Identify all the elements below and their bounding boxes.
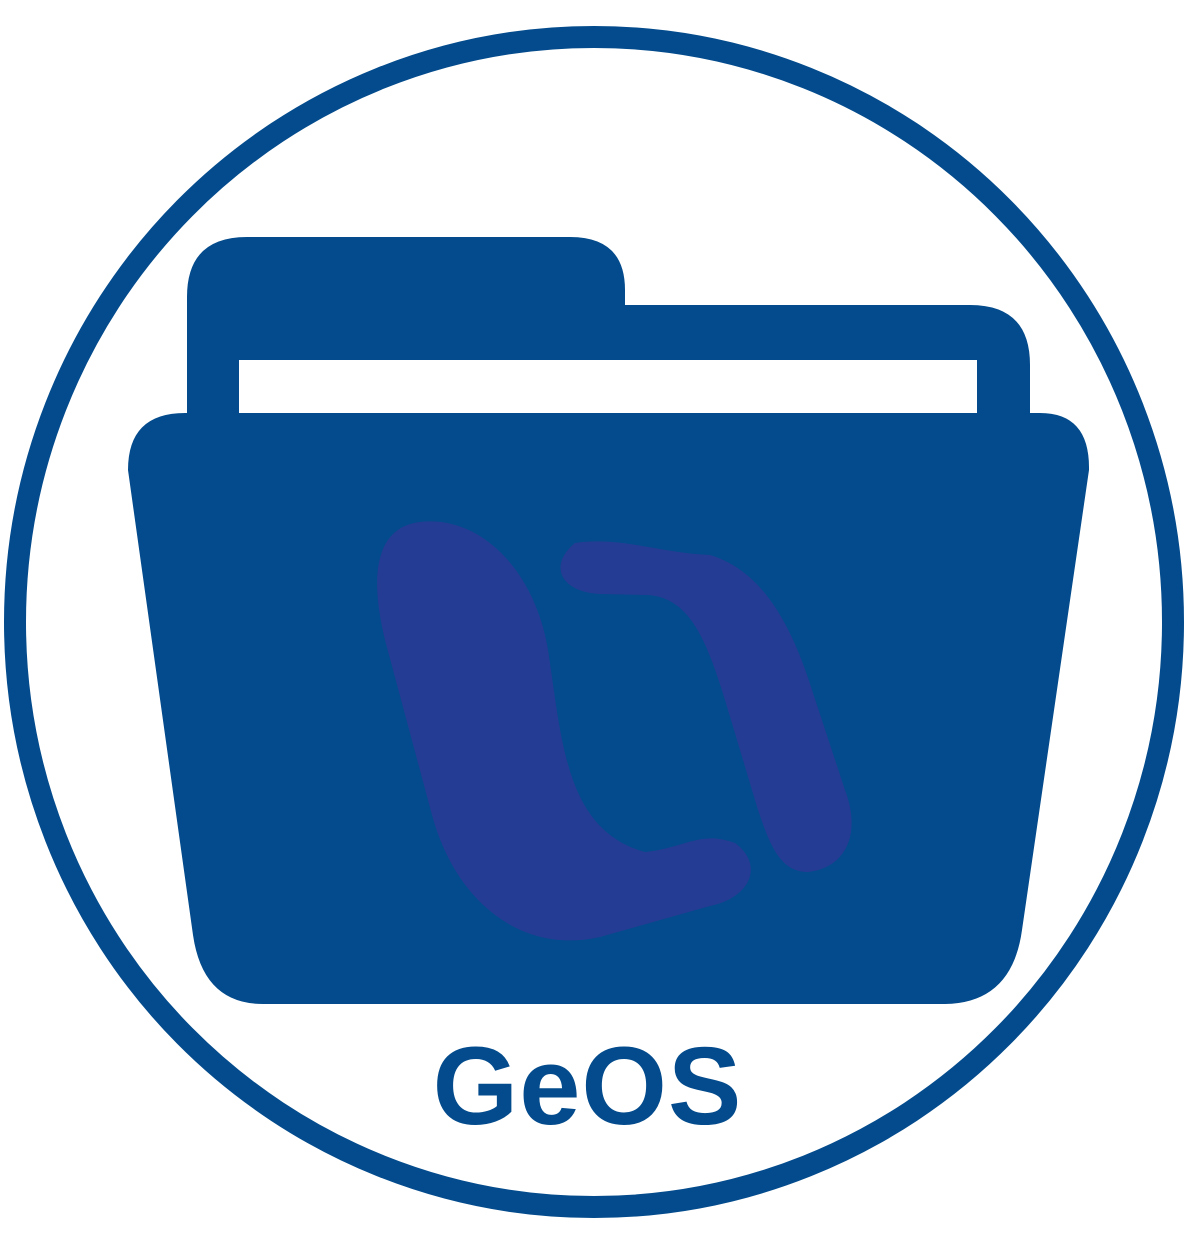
folder-front-panel xyxy=(128,413,1090,1004)
folder-paper-sheet xyxy=(239,360,977,413)
swoosh-mark-icon xyxy=(377,521,852,941)
swoosh-right-stroke xyxy=(560,541,852,872)
folder-icon xyxy=(128,237,1090,1004)
brand-name-text: GeOS xyxy=(432,1025,743,1148)
swoosh-left-stroke xyxy=(377,521,751,941)
